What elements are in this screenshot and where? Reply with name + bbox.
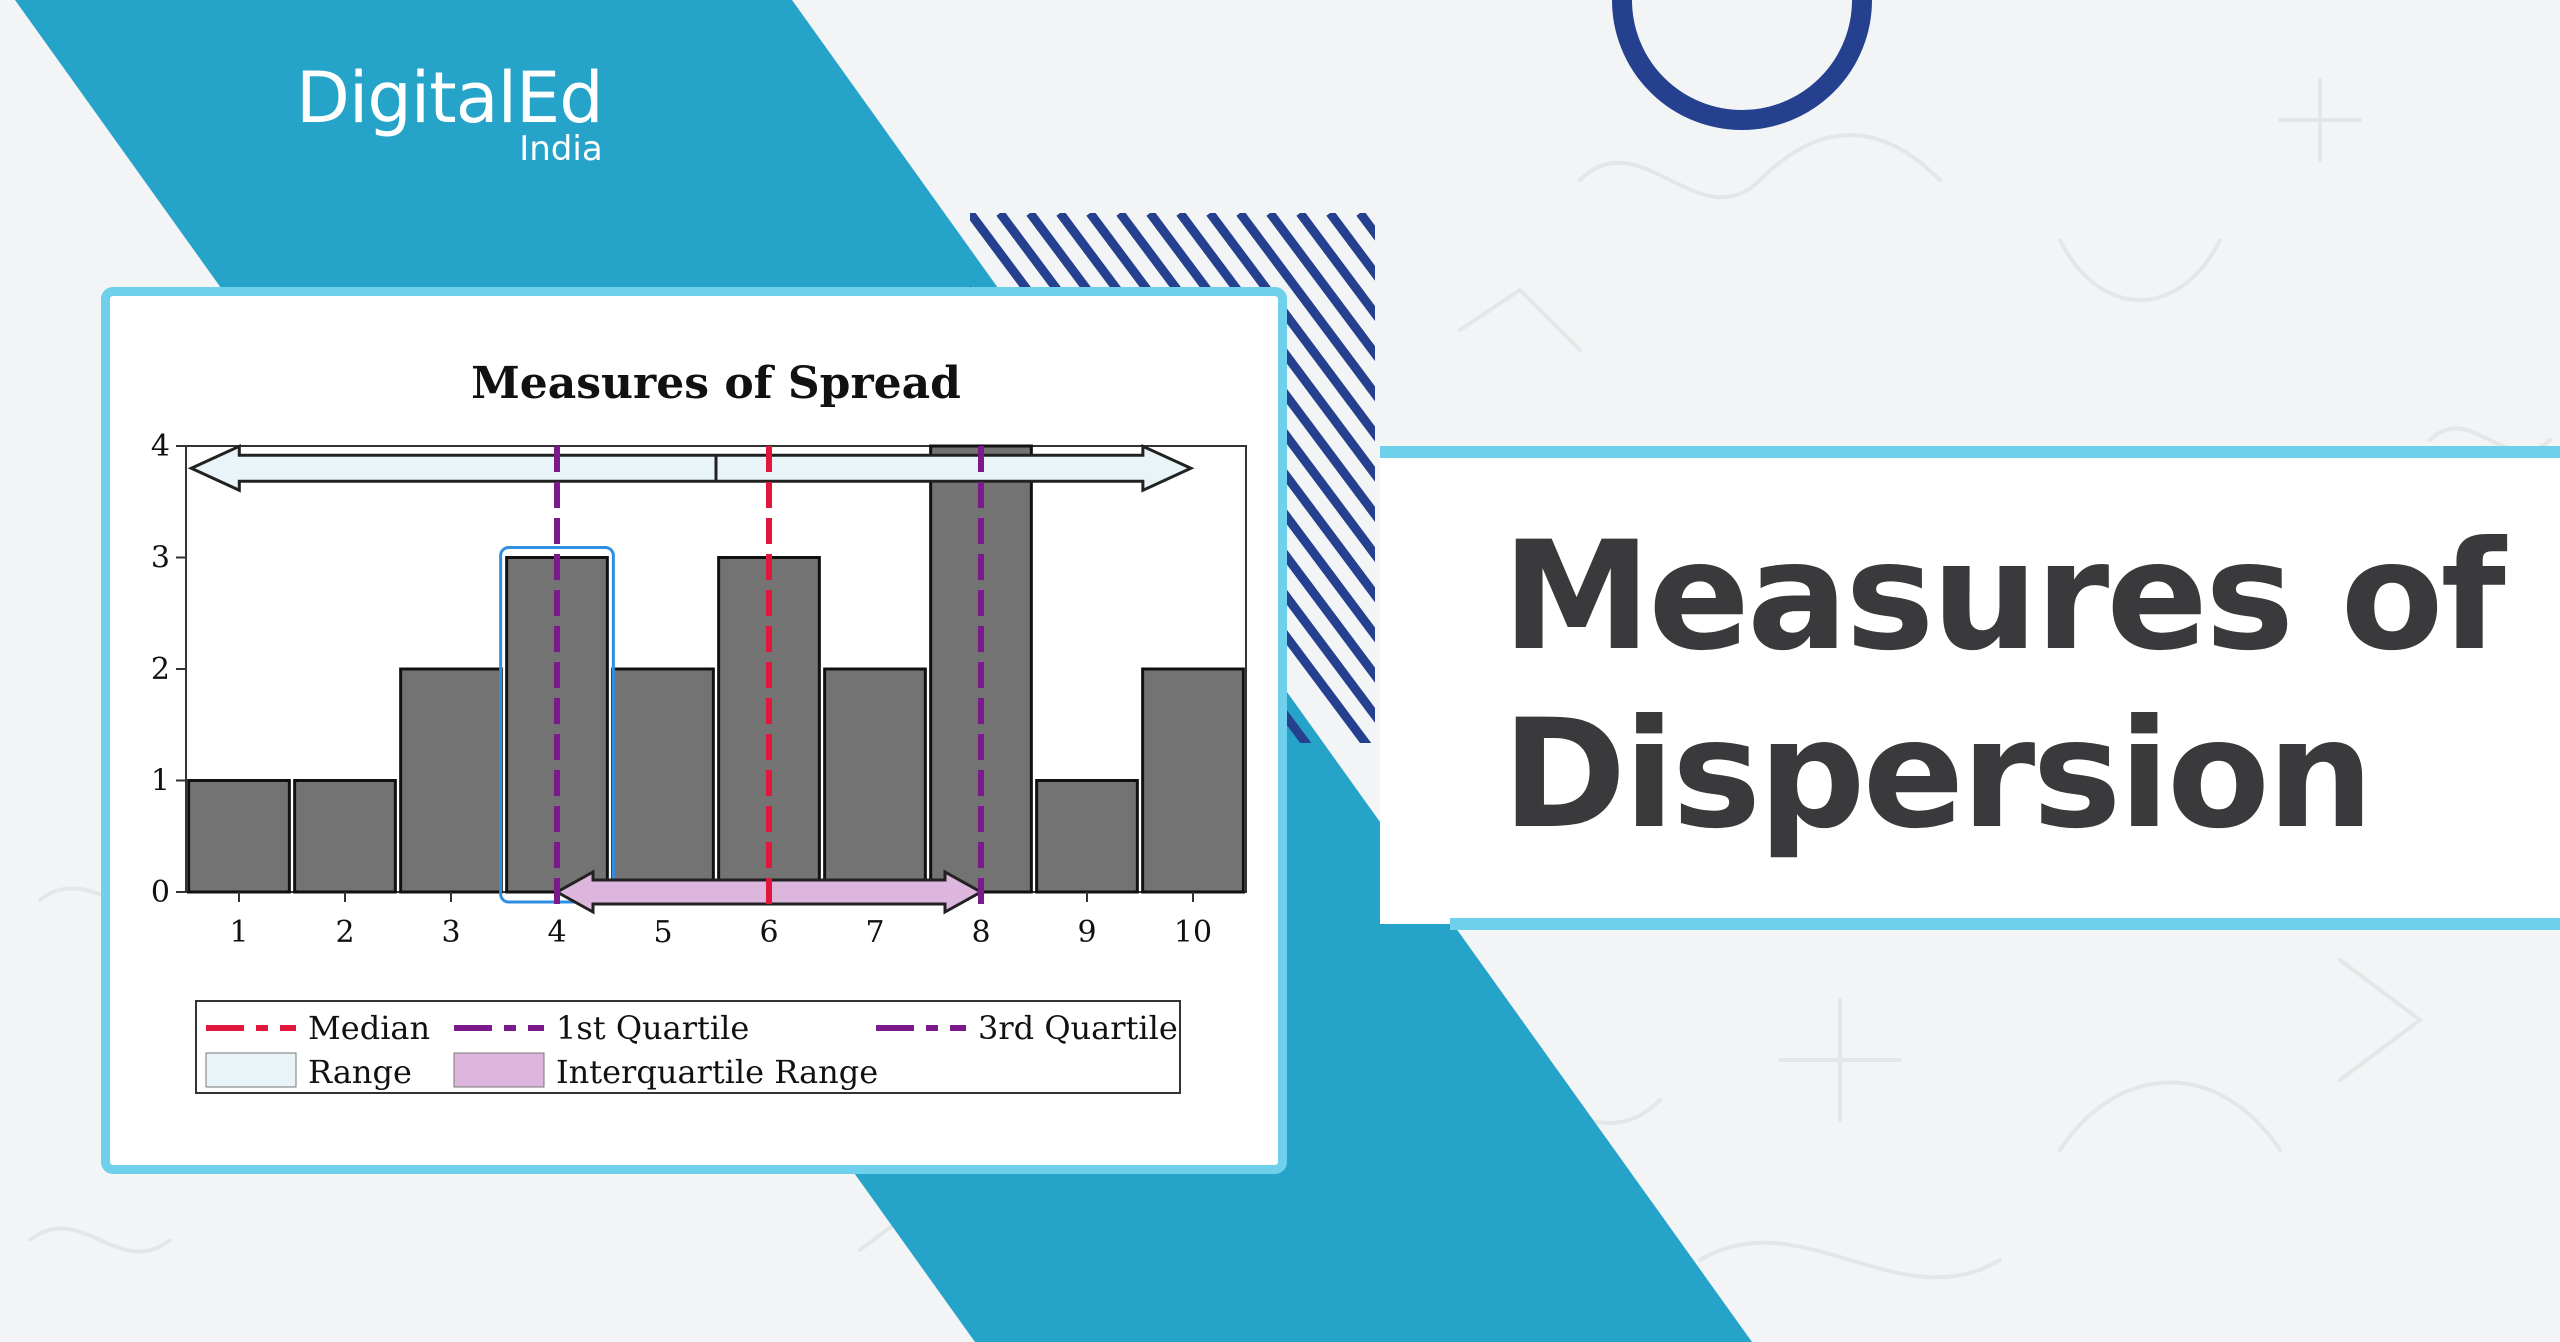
headline-top-rule [1380, 446, 2560, 458]
x-tick-label: 1 [229, 915, 248, 950]
x-tick-label: 8 [971, 915, 990, 950]
y-tick-label: 2 [151, 652, 170, 687]
legend-range-label: Range [308, 1053, 412, 1091]
bar-5 [611, 667, 715, 894]
navy-ring-decoration [1612, 0, 1872, 130]
x-tick-label: 3 [441, 915, 460, 950]
bar-10 [1141, 667, 1245, 894]
brand-name: DigitalEd [296, 57, 604, 139]
legend-iqr-label: Interquartile Range [556, 1053, 878, 1091]
x-tick-label: 9 [1077, 915, 1096, 950]
chart-card: Measures of Spread 0 1 2 3 4 1 2 3 4 5 6 7 8 9 10 Median… [101, 287, 1287, 1174]
chart-title: Measures of Spread [471, 358, 961, 409]
x-tick-label: 4 [547, 915, 566, 950]
brand-sub: India [519, 129, 603, 169]
legend-box [195, 1000, 1181, 1094]
legend-iqr-swatch [453, 1052, 545, 1088]
bar-2 [293, 779, 397, 894]
headline-bottom-rule [1450, 918, 2560, 930]
y-tick-label: 3 [151, 541, 170, 576]
measures-of-spread-chart: Measures of Spread 0 1 2 3 4 1 2 3 4 5 6 7 8 9 10 Median… [151, 358, 1247, 1094]
bar-7 [823, 667, 927, 894]
bar-1 [187, 779, 291, 894]
legend-range-swatch [205, 1052, 297, 1088]
page-headline: Measures of Dispersion [1502, 508, 2506, 864]
range-arrow [187, 443, 1195, 493]
x-tick-label: 5 [653, 915, 672, 950]
y-tick-label: 4 [151, 429, 170, 464]
bar-3 [399, 667, 503, 894]
bar-9 [1035, 779, 1139, 894]
headline-line-2: Dispersion [1502, 688, 2374, 862]
x-tick-label: 2 [335, 915, 354, 950]
brand-logo: DigitalEd India [296, 57, 604, 169]
y-tick-label: 1 [151, 764, 170, 799]
legend-q1-label: 1st Quartile [556, 1009, 749, 1047]
headline-panel [1380, 452, 2560, 924]
x-tick-label: 6 [759, 915, 778, 950]
headline-line-1: Measures of [1502, 510, 2506, 684]
y-tick-label: 0 [151, 875, 170, 910]
x-tick-label: 10 [1174, 915, 1212, 950]
legend-median-label: Median [308, 1009, 430, 1047]
x-tick-label: 7 [865, 915, 884, 950]
legend-q3-label: 3rd Quartile [978, 1009, 1178, 1047]
